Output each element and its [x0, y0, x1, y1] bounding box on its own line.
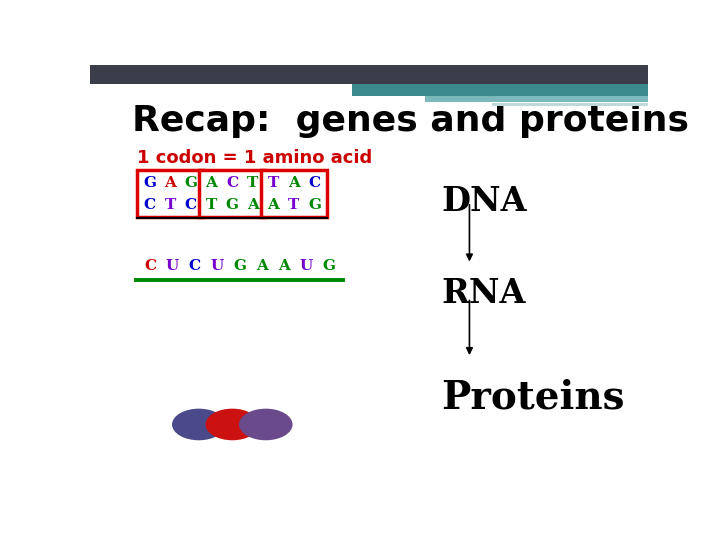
Text: T: T — [288, 198, 300, 212]
Text: G: G — [184, 176, 197, 190]
Bar — [425, 97, 648, 102]
Ellipse shape — [239, 409, 292, 440]
Text: A: A — [256, 259, 268, 273]
Text: G: G — [323, 259, 336, 273]
Text: RNA: RNA — [441, 277, 526, 310]
Text: T: T — [206, 198, 217, 212]
Text: G: G — [233, 259, 246, 273]
Text: U: U — [300, 259, 313, 273]
Text: Proteins: Proteins — [441, 379, 625, 417]
Bar — [90, 65, 648, 84]
Text: T: T — [247, 176, 258, 190]
Text: G: G — [225, 198, 238, 212]
Text: A: A — [164, 176, 176, 190]
Text: T: T — [164, 198, 176, 212]
Text: C: C — [309, 176, 320, 190]
Text: Recap:  genes and proteins: Recap: genes and proteins — [132, 104, 689, 138]
Ellipse shape — [205, 409, 259, 440]
Text: C: C — [143, 198, 156, 212]
Text: DNA: DNA — [441, 185, 527, 218]
FancyBboxPatch shape — [261, 170, 327, 217]
Text: A: A — [267, 198, 279, 212]
Text: A: A — [247, 198, 258, 212]
FancyBboxPatch shape — [199, 170, 265, 217]
Text: A: A — [205, 176, 217, 190]
Text: G: G — [308, 198, 321, 212]
Ellipse shape — [172, 409, 225, 440]
Text: C: C — [144, 259, 156, 273]
FancyBboxPatch shape — [137, 170, 203, 217]
Text: A: A — [278, 259, 290, 273]
Text: A: A — [288, 176, 300, 190]
Bar — [352, 84, 648, 96]
Text: G: G — [143, 176, 156, 190]
Text: C: C — [184, 198, 197, 212]
Bar — [492, 103, 648, 106]
Text: C: C — [189, 259, 201, 273]
Text: 1 codon = 1 amino acid: 1 codon = 1 amino acid — [138, 150, 373, 167]
Text: U: U — [166, 259, 179, 273]
Text: T: T — [268, 176, 279, 190]
Text: U: U — [210, 259, 224, 273]
Text: C: C — [226, 176, 238, 190]
